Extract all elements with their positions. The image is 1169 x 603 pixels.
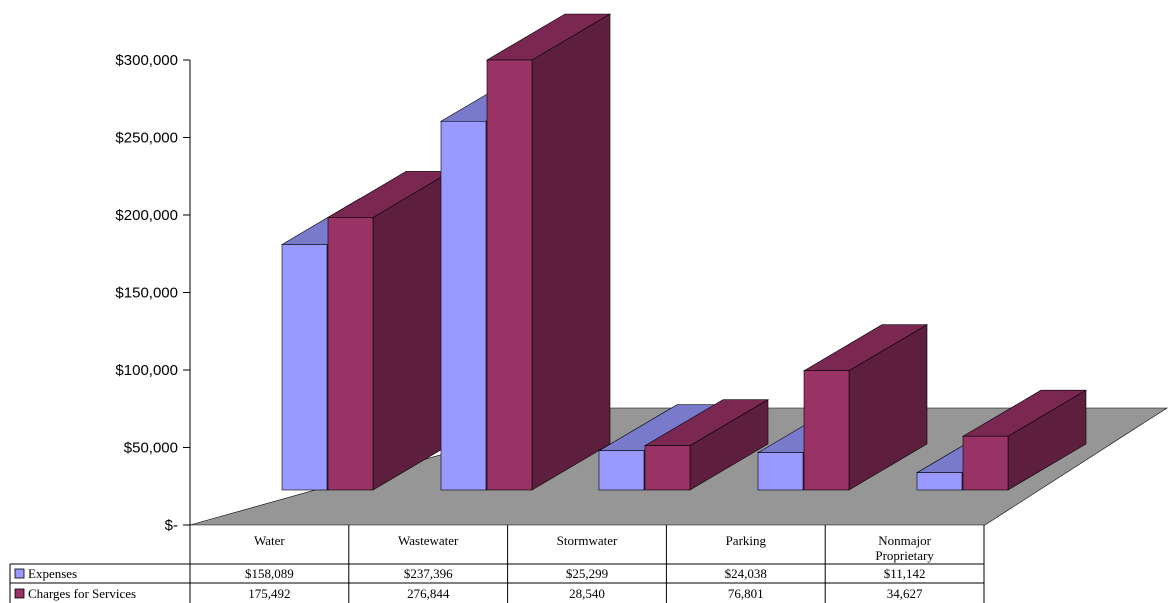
bar-front-face — [486, 59, 533, 491]
data-label: $158,089 — [245, 566, 294, 581]
y-tick-label: $200,000 — [115, 207, 178, 224]
category-label: Nonmajor Proprietary — [875, 533, 934, 563]
series-label: Charges for Services — [28, 586, 136, 601]
bar-charges-for-services-water — [326, 170, 453, 491]
data-table: Water Wastewater Stormwater Parking Nonmajor… — [9, 525, 985, 603]
category-label: Wastewater — [398, 533, 459, 548]
data-label: 276,844 — [407, 586, 450, 601]
y-tick-label: $250,000 — [115, 130, 178, 147]
bar-front-face — [598, 450, 645, 491]
category-label: Parking — [726, 533, 767, 548]
bar-front-face — [916, 472, 963, 491]
legend-key-expenses — [14, 568, 25, 579]
data-label: $24,038 — [725, 566, 767, 581]
bar-charges-for-services-wastewater — [485, 13, 612, 491]
data-label: $237,396 — [404, 566, 453, 581]
data-label: 76,801 — [728, 586, 764, 601]
bar-charges-for-services-nonmajor-proprietary — [961, 389, 1088, 491]
data-label: 175,492 — [248, 586, 290, 601]
y-tick-label: $150,000 — [115, 285, 178, 302]
data-label: 28,540 — [569, 586, 605, 601]
bar-front-face — [281, 244, 328, 491]
y-tick-label: $100,000 — [115, 362, 178, 379]
series-label: Expenses — [28, 566, 77, 581]
bar-charges-for-services-stormwater — [643, 399, 770, 491]
data-label: $11,142 — [884, 566, 926, 581]
bar-front-face — [327, 217, 374, 491]
bar-front-face — [757, 452, 804, 491]
value-axis: $- $50,000 $100,000 $150,000 $200,000 $250,00… — [115, 52, 191, 534]
data-label: 34,627 — [887, 586, 923, 601]
bar-front-face — [962, 435, 1009, 491]
y-tick-label: $- — [165, 517, 178, 534]
data-label: $25,299 — [566, 566, 608, 581]
category-label: Stormwater — [557, 533, 618, 548]
legend-key-charges-for-services — [14, 588, 25, 599]
y-tick-label: $50,000 — [124, 440, 178, 457]
bar-front-face — [803, 370, 850, 491]
bars — [280, 13, 1088, 491]
bar-front-face — [644, 445, 691, 491]
bar-charges-for-services-parking — [802, 324, 929, 491]
bar-front-face — [440, 120, 487, 491]
category-label: Water — [254, 533, 285, 548]
y-tick-label: $300,000 — [115, 52, 178, 69]
bar-side-face — [531, 13, 611, 491]
bar-side-face — [372, 170, 452, 491]
